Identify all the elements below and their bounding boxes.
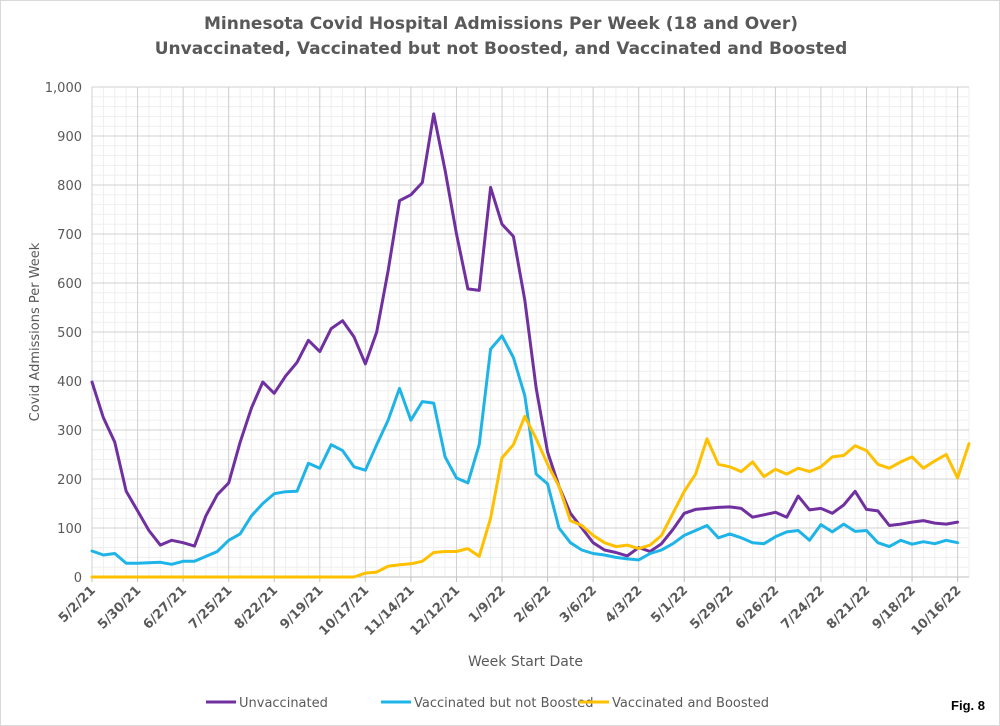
labels-layer: 01002003004005006007008009001,0005/2/215…	[28, 81, 964, 670]
x-tick-label: 6/26/22	[733, 583, 782, 632]
x-tick-label: 8/22/21	[232, 583, 281, 632]
series-line-unvaccinated	[90, 112, 960, 558]
chart-title: Minnesota Covid Hospital Admissions Per …	[203, 14, 798, 34]
legend: Unvaccinated Vaccinated but not Boosted Va…	[206, 696, 769, 711]
y-tick-label: 600	[57, 277, 82, 292]
x-tick-label: 7/24/22	[778, 583, 827, 632]
x-tick-label: 3/6/22	[557, 583, 600, 626]
x-tick-label: 2/6/22	[512, 583, 555, 626]
x-tick-label: 10/16/22	[909, 583, 965, 639]
figure-label: Fig. 8	[951, 698, 985, 713]
y-tick-label: 900	[57, 130, 82, 145]
x-tick-label: 7/25/21	[186, 583, 235, 632]
y-axis-title: Covid Admissions Per Week	[28, 242, 43, 421]
legend-label: Vaccinated but not Boosted	[414, 696, 594, 711]
y-tick-label: 200	[57, 473, 82, 488]
x-tick-label: 5/1/22	[648, 583, 691, 626]
x-tick-label: 5/30/21	[95, 583, 144, 632]
x-tick-label: 5/2/21	[56, 583, 99, 626]
y-tick-label: 700	[57, 228, 82, 243]
y-tick-label: 300	[57, 424, 82, 439]
x-tick-label: 12/12/21	[408, 583, 464, 639]
series-layer	[90, 112, 971, 579]
x-tick-label: 8/21/22	[824, 583, 873, 632]
x-tick-label: 6/27/21	[141, 583, 190, 632]
series-line-vaccinated-but-not-boosted	[90, 334, 960, 566]
y-tick-label: 500	[57, 326, 82, 341]
x-tick-label: 4/3/22	[603, 583, 646, 626]
grid	[91, 86, 970, 578]
y-tick-label: 400	[57, 375, 82, 390]
legend-label: Unvaccinated	[239, 696, 328, 711]
y-tick-label: 0	[74, 571, 82, 586]
chart-subtitle: Unvaccinated, Vaccinated but not Boosted…	[154, 39, 848, 59]
y-tick-label: 100	[57, 522, 82, 537]
x-tick-label: 5/29/22	[687, 583, 736, 632]
series-line-vaccinated-and-boosted	[90, 414, 971, 579]
x-axis-title: Week Start Date	[468, 654, 583, 670]
y-tick-label: 800	[57, 179, 82, 194]
x-tick-label: 1/9/22	[466, 583, 509, 626]
legend-label: Vaccinated and Boosted	[612, 696, 769, 711]
y-tick-label: 1,000	[45, 81, 82, 96]
